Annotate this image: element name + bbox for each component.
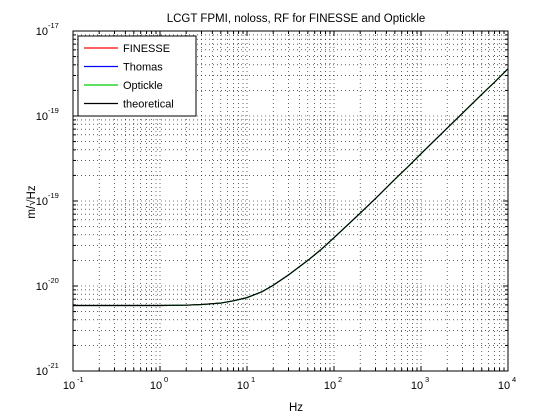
x-tick-label-base: 10 (63, 380, 75, 392)
x-tick-label-base: 10 (498, 380, 510, 392)
y-tick-label-exponent: -21 (48, 361, 59, 370)
y-tick-label-exponent: -19 (48, 191, 59, 200)
x-axis-label: Hz (289, 402, 303, 414)
legend-label-thomas: Thomas (123, 62, 163, 74)
y-tick-label-exponent: -20 (48, 276, 59, 285)
y-tick-label-base: 10 (36, 26, 48, 38)
y-tick-label: 10-20 (36, 276, 59, 293)
x-tick-label: 100 (150, 375, 168, 392)
legend-box (77, 35, 197, 117)
legend: FINESSE Thomas Optickle theoretical (77, 35, 197, 117)
x-tick-label-exponent: 2 (338, 375, 342, 384)
x-tick-label-exponent: 3 (425, 375, 429, 384)
plot-area (72, 30, 509, 372)
y-tick-label: 10-17 (36, 21, 59, 38)
x-tick-label: 102 (324, 375, 342, 392)
chart-title: LCGT FPMI, noloss, RF for FINESSE and Op… (167, 13, 426, 25)
y-tick-label: 10-19 (36, 106, 59, 123)
tick-marks (72, 31, 508, 372)
legend-label-theoretical: theoretical (123, 99, 174, 111)
x-tick-label-exponent: 4 (512, 375, 516, 384)
legend-label-finesse: FINESSE (123, 43, 170, 55)
x-tick-label-base: 10 (150, 380, 162, 392)
y-axis-label: m/√Hz (25, 185, 38, 218)
x-tick-label: 101 (237, 375, 255, 392)
x-tick-label: 10-1 (63, 375, 84, 392)
x-tick-label-base: 10 (237, 380, 249, 392)
x-tick-label-exponent: 1 (251, 375, 255, 384)
series-line-theoretical (73, 68, 509, 306)
y-tick-label-base: 10 (36, 281, 48, 293)
series-lines (73, 68, 509, 307)
y-tick-label-base: 10 (36, 366, 48, 378)
x-tick-label: 104 (498, 375, 516, 392)
y-tick-label-exponent: -17 (48, 21, 59, 30)
x-tick-label-base: 10 (324, 380, 336, 392)
y-tick-label-base: 10 (36, 196, 48, 208)
y-tick-label: 10-19 (36, 191, 59, 208)
y-tick-label-exponent: -19 (48, 106, 59, 115)
x-tick-label-base: 10 (411, 380, 423, 392)
y-tick-label-base: 10 (36, 111, 48, 123)
legend-label-optickle: Optickle (123, 80, 163, 92)
y-tick-label: 10-21 (36, 361, 59, 378)
x-tick-label-exponent: -1 (77, 375, 84, 384)
x-tick-label-exponent: 0 (164, 375, 168, 384)
x-tick-label: 103 (411, 375, 429, 392)
